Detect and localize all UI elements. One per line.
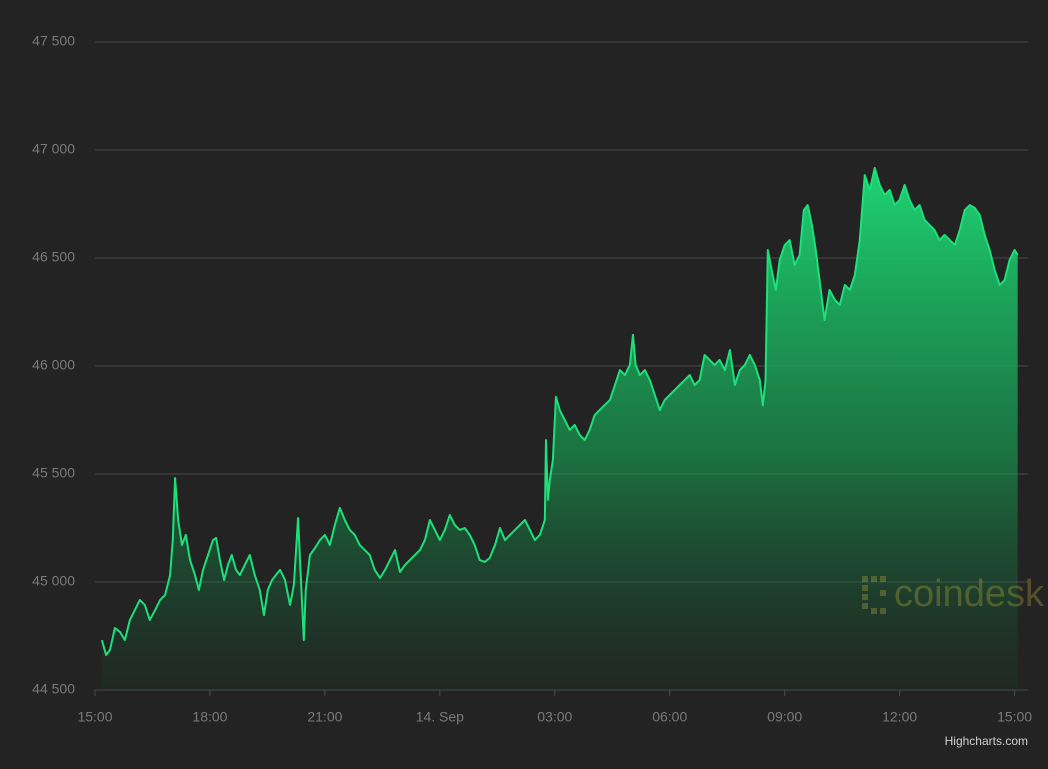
- line: [100, 166, 1019, 657]
- x-tick-label: 14. Sep: [416, 709, 464, 725]
- x-tick-label: 21:00: [307, 709, 342, 725]
- series: [100, 166, 1019, 690]
- grid: 44 500 45 000 45 500 46 000 46 500 47 000 47 5…: [32, 33, 1032, 725]
- y-tick-label: 46 500: [32, 249, 75, 265]
- watermark-icon: [862, 576, 886, 614]
- y-tick-label: 46 000: [32, 357, 75, 373]
- credit: Highcharts.com: [945, 734, 1028, 748]
- x-tick-label: 18:00: [192, 709, 227, 725]
- watermark: coindesk: [862, 573, 1045, 615]
- x-tick-label: 15:00: [997, 709, 1032, 725]
- x-tick-label: 15:00: [77, 709, 112, 725]
- y-tick-label: 47 000: [32, 141, 75, 157]
- y-tick-label: 44 500: [32, 681, 75, 697]
- y-tick-label: 45 500: [32, 465, 75, 481]
- x-tick-label: 12:00: [882, 709, 917, 725]
- x-tick-label: 06:00: [652, 709, 687, 725]
- x-tick-label: 03:00: [537, 709, 572, 725]
- y-tick-label: 47 500: [32, 33, 75, 49]
- x-tick-label: 09:00: [767, 709, 802, 725]
- y-tick-label: 45 000: [32, 573, 75, 589]
- watermark-text: coindesk: [894, 573, 1045, 615]
- area-fill: [101, 167, 1018, 690]
